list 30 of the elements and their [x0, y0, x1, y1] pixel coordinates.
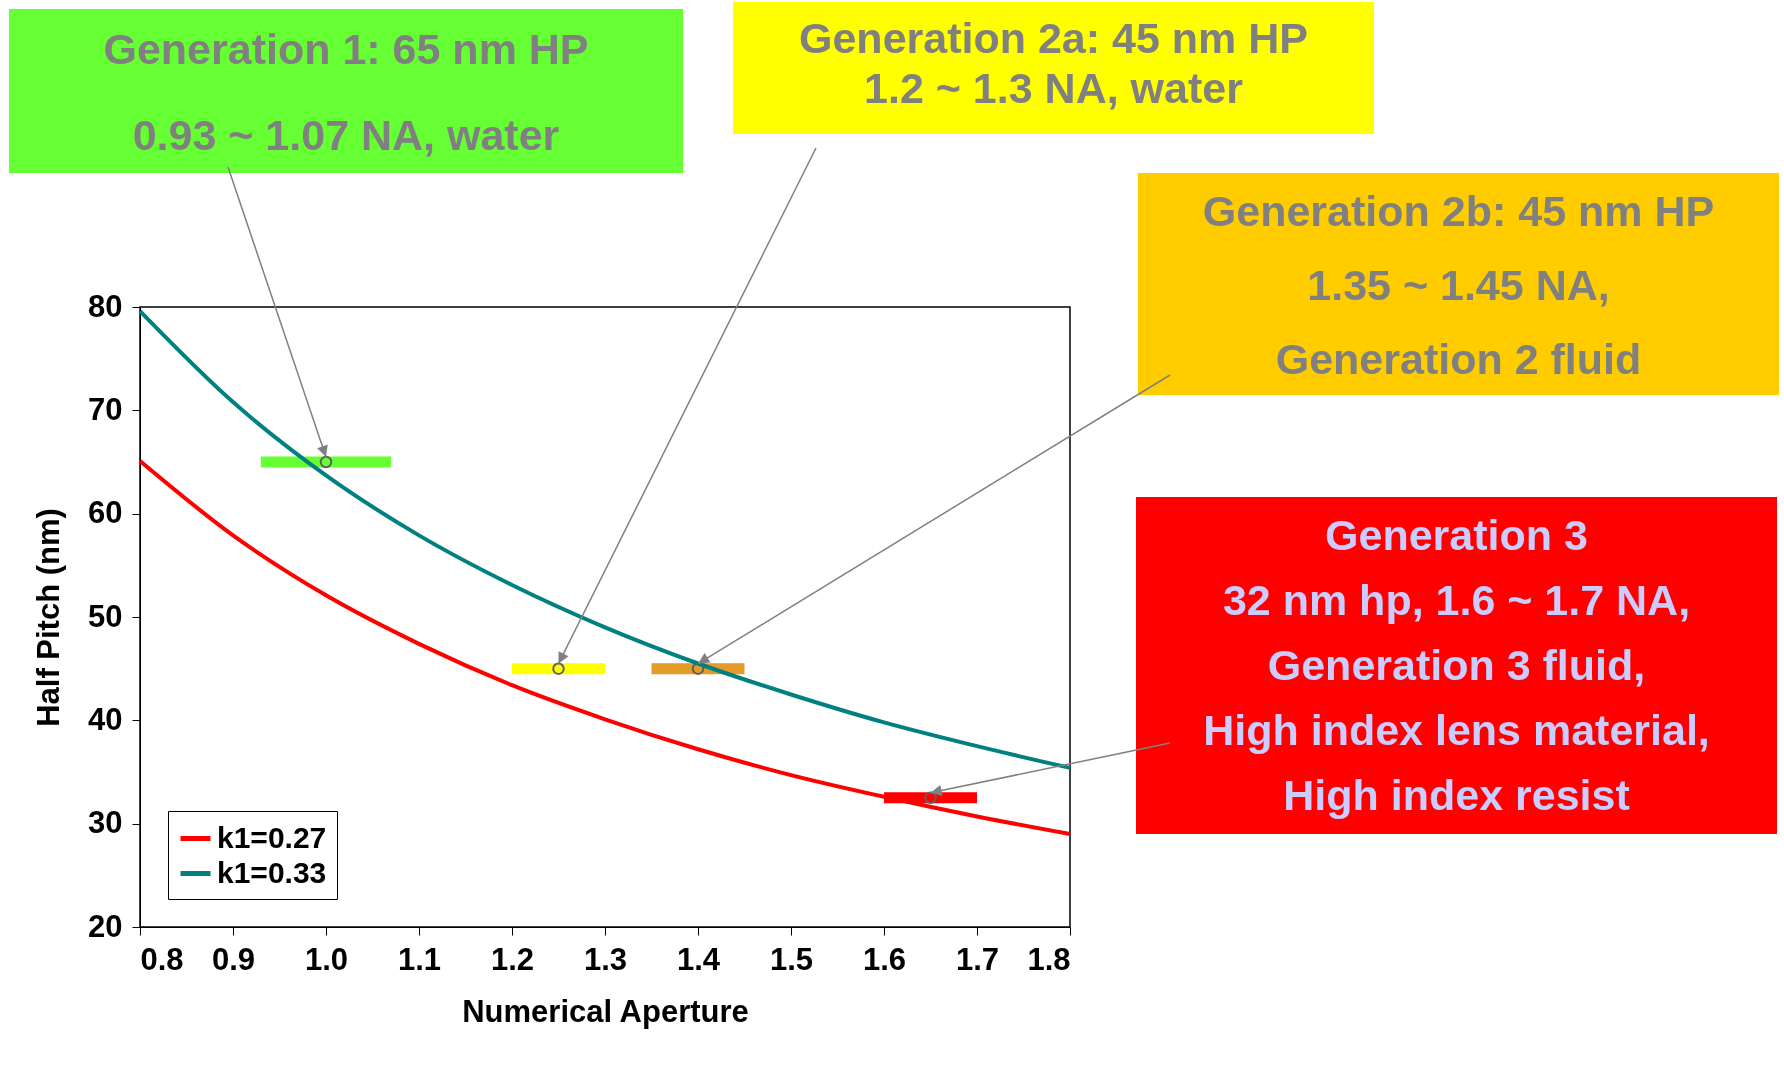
- y-tick-label: 60: [88, 495, 123, 531]
- y-tick-label: 50: [88, 598, 123, 634]
- point: [319, 455, 333, 469]
- x-tick-label: 1.6: [862, 941, 907, 977]
- point: [552, 662, 565, 675]
- x-tick-label: 1.5: [769, 941, 814, 977]
- annotation: Generation 2b: 45 nm HP 1.35 ~ 1.45 NA, Generation 2 fluid: [1202, 187, 1715, 383]
- y-tick-label: 30: [88, 805, 123, 841]
- annotation: Generation 2a: 45 nm HP 1.2 ~ 1.3 NA, water: [799, 14, 1308, 112]
- x-tick-label: 0.8: [140, 941, 184, 977]
- line-series: [138, 309, 1072, 770]
- x-tick-label: 1.3: [583, 941, 628, 977]
- x-tick-label: 1.4: [676, 941, 721, 977]
- x-tick-label: 0.9: [211, 941, 256, 977]
- x-tick-label: 1.1: [397, 941, 442, 977]
- x-tick-label: 1.2: [490, 941, 535, 977]
- x-tick-label: 1.0: [304, 941, 349, 977]
- legend-label: k1=0.33: [217, 855, 327, 889]
- x-axis-title: Numerical Aperture: [462, 993, 749, 1029]
- annotation: Generation 1: 65 nm HP 0.93 ~ 1.07 NA, water: [103, 25, 589, 159]
- legend-label: k1=0.27: [217, 820, 327, 854]
- y-tick-label: 20: [88, 908, 123, 944]
- y-tick-label: 40: [88, 701, 123, 737]
- annotation: Generation 3 32 nm hp, 1.6 ~ 1.7 NA, Generation 3 fluid, High index lens material, High index resist: [1203, 511, 1710, 819]
- x-tick-label: 1.7: [955, 941, 1000, 977]
- y-tick-label: 70: [88, 391, 123, 427]
- x-tick-label: 1.8: [1027, 941, 1071, 977]
- y-tick-label: 80: [88, 288, 123, 324]
- point: [924, 791, 937, 805]
- y-axis-title: Half Pitch (nm): [31, 508, 67, 727]
